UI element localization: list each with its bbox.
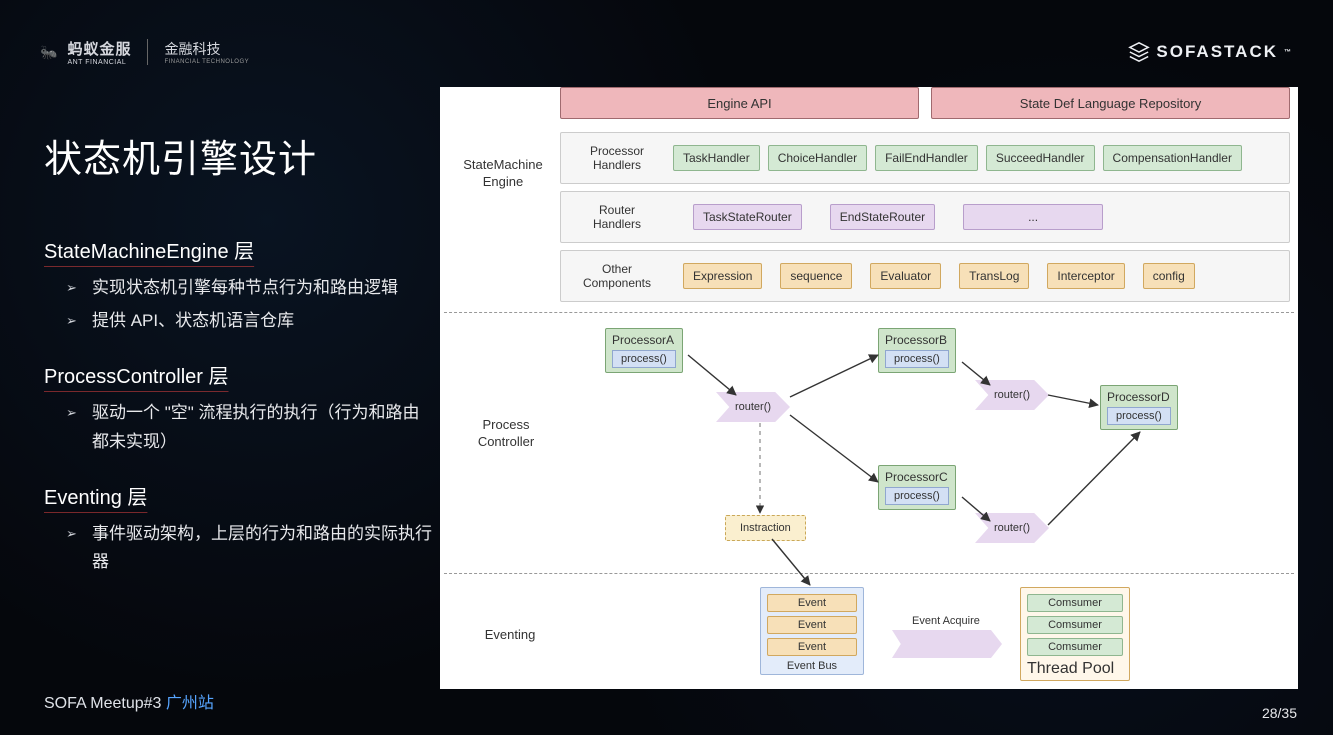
- chip: config: [1143, 263, 1195, 289]
- section-heading-sme: StateMachineEngine 层: [44, 235, 434, 264]
- proc-method: process(): [612, 350, 676, 368]
- chip: TaskHandler: [673, 145, 760, 171]
- chip: Interceptor: [1047, 263, 1124, 289]
- page-indicator: 28/35: [1262, 705, 1297, 721]
- proc-method: process(): [885, 350, 949, 368]
- processor-a: ProcessorA process(): [605, 328, 683, 373]
- consumer: Comsumer: [1027, 616, 1123, 634]
- proc-name: ProcessorD: [1107, 390, 1171, 404]
- consumer: Comsumer: [1027, 594, 1123, 612]
- other-components-group: OtherComponents Expression sequence Eval…: [560, 250, 1290, 302]
- processor-b: ProcessorB process(): [878, 328, 956, 373]
- router-handlers-group: RouterHandlers TaskStateRouter EndStateR…: [560, 191, 1290, 243]
- bullets-pc: 驱动一个 "空" 流程执行的执行（行为和路由都未实现）: [72, 399, 434, 457]
- processor-d: ProcessorD process(): [1100, 385, 1178, 430]
- logo-sofastack: SOFASTACK ™: [1128, 41, 1293, 63]
- process-controller-label: ProcessController: [456, 417, 556, 451]
- chip: FailEndHandler: [875, 145, 978, 171]
- ant-icon: 🐜: [40, 44, 57, 61]
- router-c: router(): [975, 513, 1049, 543]
- state-def-repo-box: State Def Language Repository: [931, 87, 1290, 119]
- proc-name: ProcessorA: [612, 333, 676, 347]
- event-item: Event: [767, 638, 857, 656]
- chip: SucceedHandler: [986, 145, 1095, 171]
- bullet: 事件驱动架构，上层的行为和路由的实际执行器: [72, 520, 434, 578]
- logo-ant-financial: 🐜 蚂蚁金服ANT FINANCIAL 金融科技 FINANCIAL TECHNO…: [40, 38, 249, 66]
- slide-title: 状态机引擎设计: [44, 128, 434, 183]
- event-acquire-label: Event Acquire: [912, 615, 980, 627]
- brand-ant-cn: 蚂蚁金服: [67, 41, 131, 58]
- proc-name: ProcessorC: [885, 470, 949, 484]
- instraction-note: Instraction: [725, 515, 806, 541]
- bullet: 实现状态机引擎每种节点行为和路由逻辑: [72, 274, 434, 303]
- separator: [147, 39, 148, 65]
- chip: Expression: [683, 263, 762, 289]
- bullets-sme: 实现状态机引擎每种节点行为和路由逻辑 提供 API、状态机语言仓库: [72, 274, 434, 336]
- left-column: 状态机引擎设计 StateMachineEngine 层 实现状态机引擎每种节点…: [44, 128, 434, 601]
- footer-meetup: SOFA Meetup#3 广州站: [44, 689, 214, 713]
- chip: ChoiceHandler: [768, 145, 867, 171]
- section-heading-pc: ProcessController 层: [44, 360, 434, 389]
- engine-api-box: Engine API: [560, 87, 919, 119]
- chip: ...: [963, 204, 1103, 230]
- event-item: Event: [767, 594, 857, 612]
- event-acquire-arrow: [892, 630, 1002, 658]
- stack-icon: [1128, 41, 1150, 63]
- other-components-label: OtherComponents: [569, 262, 665, 291]
- thread-pool: Comsumer Comsumer Comsumer Thread Pool: [1020, 587, 1130, 681]
- processor-c: ProcessorC process(): [878, 465, 956, 510]
- processor-handlers-group: ProcessorHandlers TaskHandler ChoiceHand…: [560, 132, 1290, 184]
- processor-handlers-label: ProcessorHandlers: [569, 144, 665, 173]
- event-bus-title: Event Bus: [767, 660, 857, 672]
- bullet: 提供 API、状态机语言仓库: [72, 307, 434, 336]
- thread-pool-title: Thread Pool: [1027, 660, 1123, 678]
- consumer: Comsumer: [1027, 638, 1123, 656]
- header: 🐜 蚂蚁金服ANT FINANCIAL 金融科技 FINANCIAL TECHNO…: [40, 38, 1293, 66]
- proc-name: ProcessorB: [885, 333, 949, 347]
- chip: sequence: [780, 263, 852, 289]
- sme-label: StateMachineEngine: [448, 157, 558, 191]
- architecture-diagram: Engine API State Def Language Repository…: [440, 87, 1298, 689]
- meetup: SOFA Meetup#3: [44, 695, 161, 712]
- chip: TaskStateRouter: [693, 204, 802, 230]
- router-handlers-label: RouterHandlers: [569, 203, 665, 232]
- bullets-ev: 事件驱动架构，上层的行为和路由的实际执行器: [72, 520, 434, 578]
- router-a: router(): [716, 392, 790, 422]
- chip: Evaluator: [870, 263, 941, 289]
- bullet: 驱动一个 "空" 流程执行的执行（行为和路由都未实现）: [72, 399, 434, 457]
- event-bus: Event Event Event Event Bus: [760, 587, 864, 675]
- chip: TransLog: [959, 263, 1029, 289]
- chip: EndStateRouter: [830, 204, 935, 230]
- section-heading-ev: Eventing 层: [44, 481, 434, 510]
- brand-ant-en: ANT FINANCIAL: [67, 59, 131, 66]
- proc-method: process(): [1107, 407, 1171, 425]
- brand-tech-cn: 金融科技: [164, 41, 220, 57]
- sofa-text: SOFASTACK: [1156, 42, 1278, 62]
- divider-dash-2: [444, 573, 1294, 574]
- tm: ™: [1284, 49, 1293, 56]
- proc-method: process(): [885, 487, 949, 505]
- chip: CompensationHandler: [1103, 145, 1242, 171]
- divider-dash-1: [444, 312, 1294, 313]
- event-item: Event: [767, 616, 857, 634]
- brand-tech-en: FINANCIAL TECHNOLOGY: [164, 59, 249, 65]
- eventing-label: Eventing: [470, 627, 550, 642]
- city: 广州站: [166, 695, 214, 712]
- top-red-boxes: Engine API State Def Language Repository: [560, 87, 1290, 119]
- router-b: router(): [975, 380, 1049, 410]
